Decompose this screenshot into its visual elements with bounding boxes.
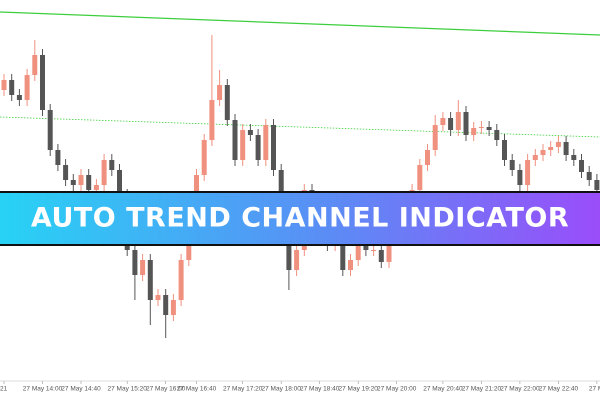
candle-body <box>232 120 238 160</box>
x-tick-label: 27 May 18:00 <box>262 386 302 393</box>
candle-body <box>378 250 384 262</box>
candle-body <box>147 260 153 300</box>
candle-body <box>471 128 477 135</box>
x-tick-label: 27 May 16:40 <box>177 386 217 393</box>
x-tick-label: 27 May 20:00 <box>377 386 417 393</box>
candle-body <box>16 95 22 100</box>
candle-body <box>571 155 577 160</box>
candle-body <box>278 170 284 205</box>
candle-body <box>417 165 423 190</box>
plot-area <box>0 11 600 338</box>
candle-body <box>509 160 515 170</box>
x-tick-label: 21 <box>0 386 8 393</box>
x-tick-label: 27 May 14:40 <box>61 386 101 393</box>
candle-body <box>340 240 346 270</box>
candle-body <box>40 55 45 110</box>
candle-body <box>432 125 438 150</box>
x-tick-label: 27 May 17:20 <box>223 386 263 393</box>
candle-body <box>70 180 76 185</box>
candle-body <box>32 55 38 75</box>
candle-body <box>247 130 253 135</box>
candle-body <box>355 240 361 260</box>
candle-body <box>155 295 161 300</box>
candle-body <box>101 160 107 185</box>
candle-body <box>163 295 169 315</box>
candle-body <box>440 118 446 125</box>
candle-body <box>348 260 353 270</box>
candle-body <box>109 160 115 170</box>
channel-line <box>0 11 600 36</box>
candle-body <box>563 142 569 155</box>
candle-body <box>9 80 15 95</box>
candle-body <box>579 160 584 172</box>
banner-title: AUTO TREND CHANNEL INDICATOR <box>31 203 569 234</box>
x-tick-label: 27 May 19:20 <box>339 386 379 393</box>
candle-body <box>294 250 300 270</box>
candle-body <box>448 118 454 130</box>
candle-body <box>478 127 484 128</box>
candle-body <box>502 140 507 160</box>
candle-body <box>1 80 7 90</box>
x-tick-label: 27 May 15:20 <box>108 386 148 393</box>
candle-body <box>24 75 30 100</box>
candle-body <box>525 160 531 185</box>
candle-body <box>586 172 592 180</box>
candle-body <box>55 150 61 165</box>
candle-body <box>132 250 138 275</box>
candle-body <box>532 155 538 160</box>
x-tick-label: 27 May 18:40 <box>300 386 340 393</box>
candle-body <box>494 130 500 140</box>
candle-body <box>63 165 69 180</box>
candle-body <box>170 300 176 315</box>
candle-body <box>201 140 207 175</box>
x-tick-label: 27 May 22:00 <box>500 386 540 393</box>
candle-body <box>240 130 246 160</box>
candle-body <box>47 110 53 150</box>
candle-body <box>271 125 276 170</box>
candle-body <box>217 85 223 100</box>
candle-body <box>555 142 561 147</box>
candle-body <box>140 260 146 275</box>
candle-body <box>178 260 184 300</box>
x-tick-label: 27 May 14:00 <box>23 386 63 393</box>
x-tick-label: 27 May 20:40 <box>423 386 463 393</box>
candle-body <box>517 170 523 185</box>
candle-body <box>540 150 546 155</box>
x-tick-label: 27 May 21:20 <box>462 386 502 393</box>
candle-body <box>93 185 99 190</box>
banner: AUTO TREND CHANNEL INDICATOR <box>0 191 600 246</box>
candle-body <box>594 180 600 190</box>
candle-body <box>455 112 461 130</box>
x-tick-label: 27 M <box>589 386 600 393</box>
candle-body <box>86 175 92 190</box>
channel-line <box>0 116 600 138</box>
candle-body <box>224 85 230 120</box>
candle-body <box>263 125 269 160</box>
candle-body <box>209 100 215 140</box>
candle-body <box>425 150 430 165</box>
candle-body <box>486 127 492 130</box>
candle-body <box>194 175 199 200</box>
candle-body <box>255 135 261 160</box>
candle-body <box>548 147 554 150</box>
x-tick-label: 27 May 22:40 <box>539 386 579 393</box>
banner-background <box>0 191 600 246</box>
candle-body <box>371 250 377 251</box>
candle-body <box>463 112 469 135</box>
x-tick-label: 27 May 16:00 <box>146 386 186 393</box>
candle-body <box>117 170 122 195</box>
candle-body <box>78 175 84 185</box>
